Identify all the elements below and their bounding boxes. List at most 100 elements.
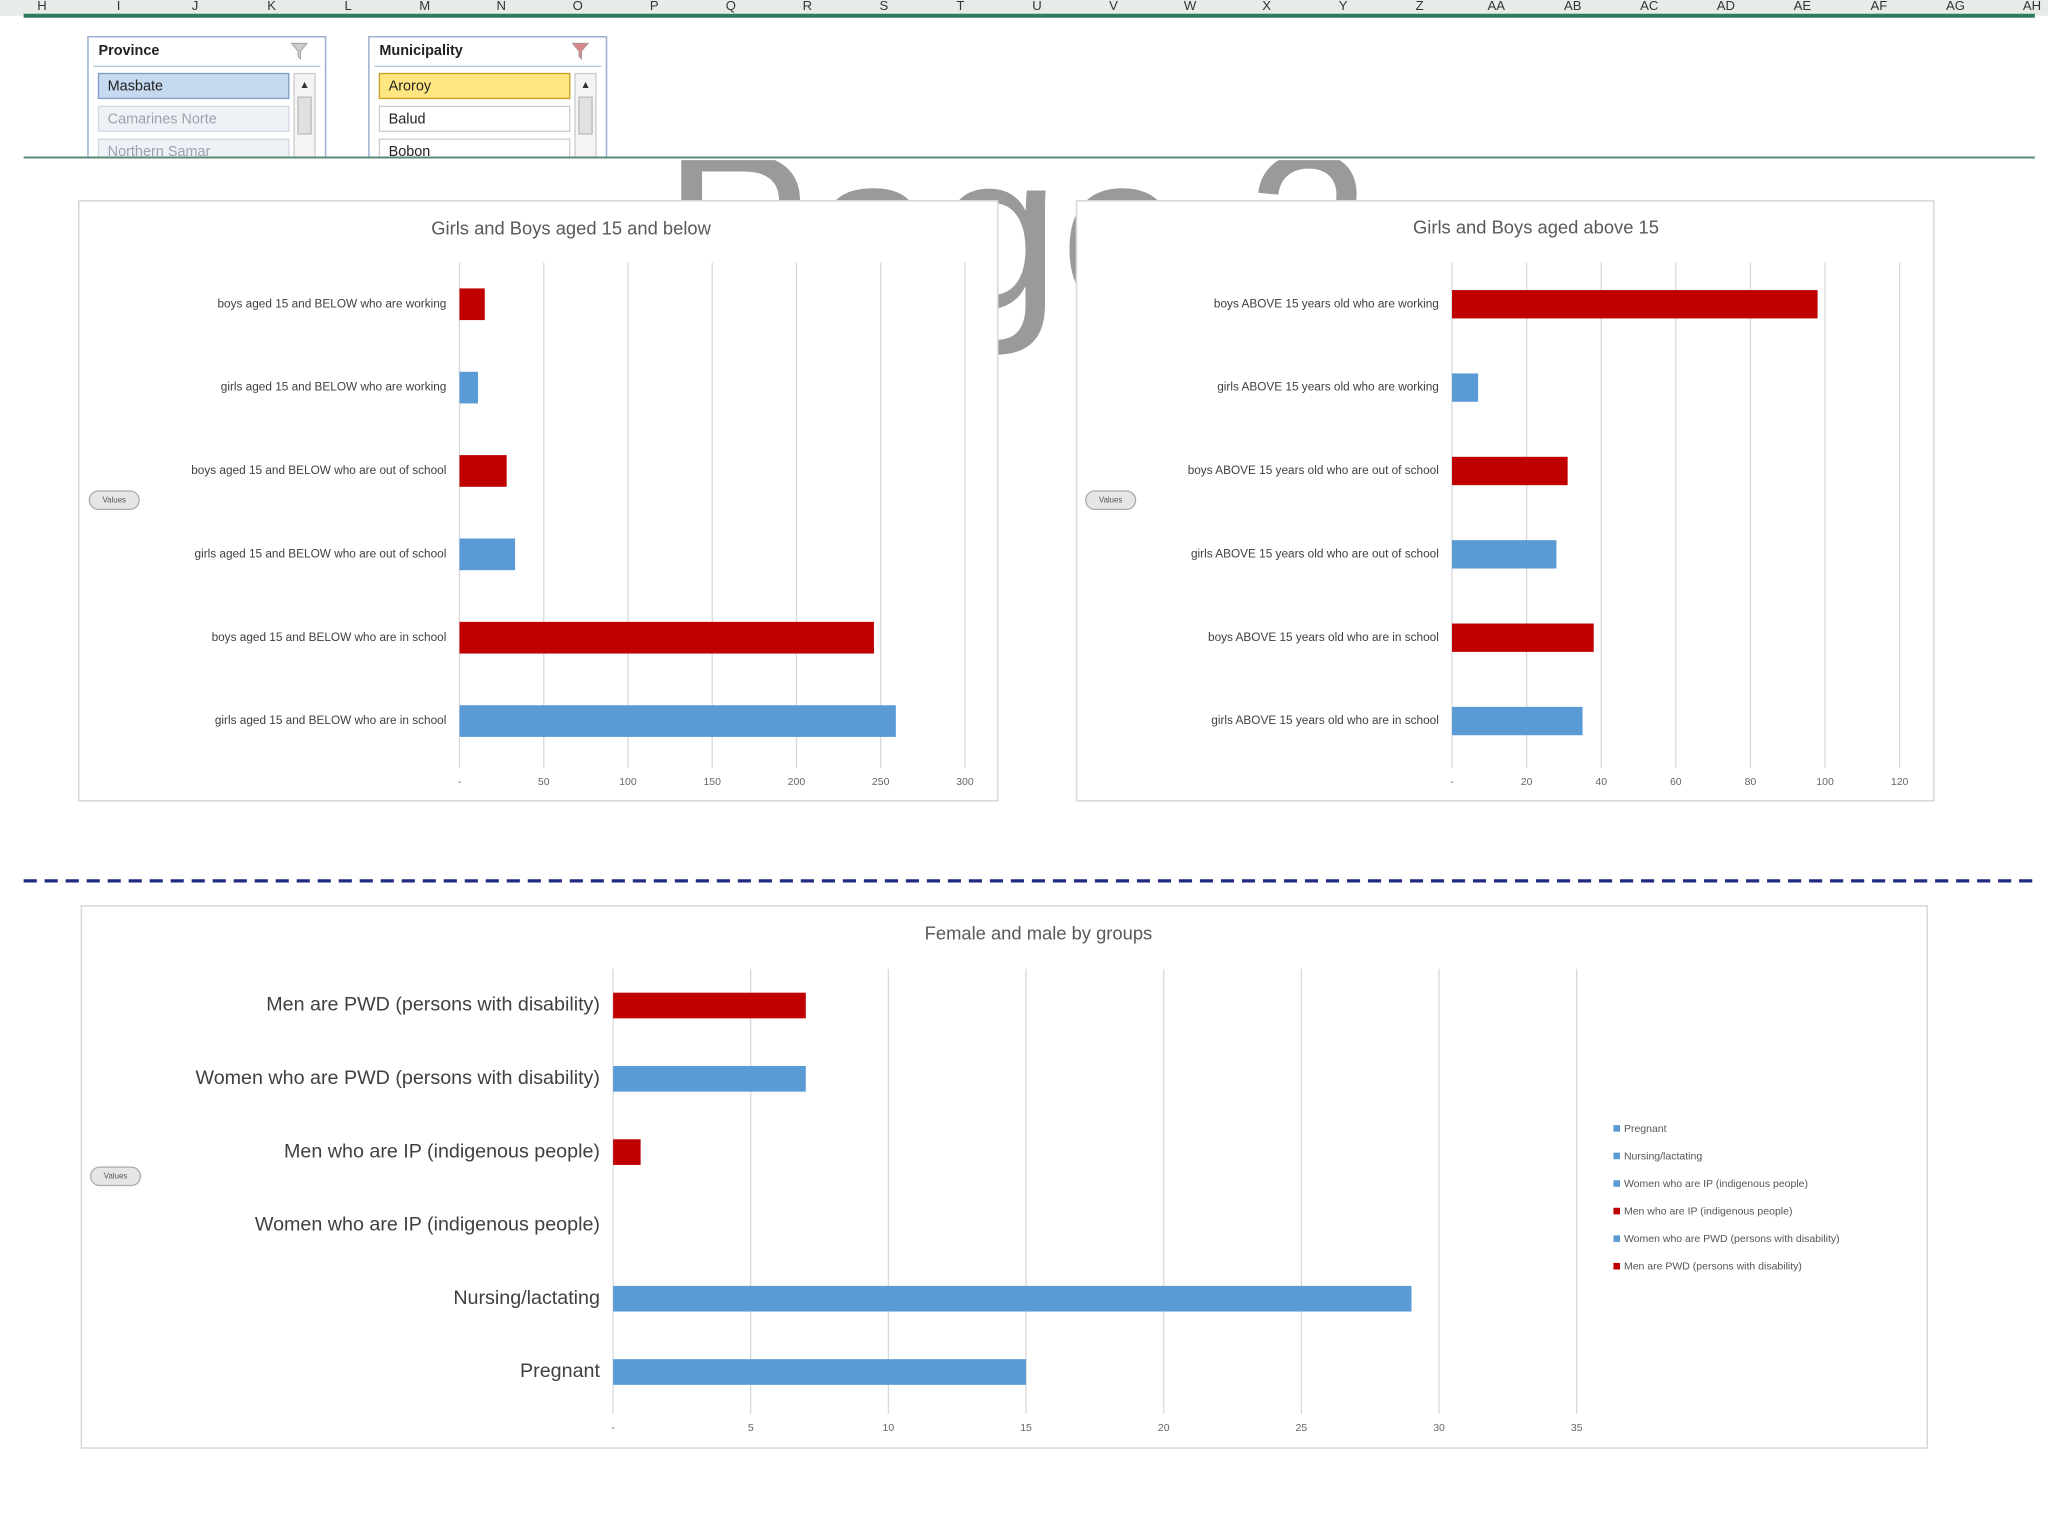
x-tick-label: 20: [1521, 776, 1533, 788]
category-label: girls aged 15 and BELOW who are out of s…: [195, 546, 447, 560]
chart-area: [80, 905, 1929, 1449]
category-label: boys aged 15 and BELOW who are in school: [212, 630, 447, 644]
column-header: S: [880, 0, 889, 13]
scroll-up: ▲: [580, 79, 590, 91]
slicer-item[interactable]: [97, 72, 290, 100]
x-tick-label: 40: [1595, 776, 1607, 788]
legend-swatch: [1613, 1262, 1621, 1270]
scroll-up: ▲: [299, 79, 309, 91]
category-label: boys ABOVE 15 years old who are out of s…: [1188, 463, 1439, 477]
x-tick-label: 15: [1020, 1422, 1032, 1434]
slicer-item-label: Bobon: [389, 144, 431, 160]
slicer: Municipality ▲ Aroroy Balud Bobon: [368, 35, 608, 164]
category-label: Pregnant: [520, 1360, 600, 1382]
bar: [459, 371, 479, 404]
legend-swatch: [1613, 1125, 1621, 1132]
legend-label: Men who are IP (indigenous people): [1624, 1206, 1793, 1218]
legend-label: Nursing/lactating: [1624, 1150, 1702, 1162]
bar: [1451, 623, 1594, 652]
x-tick-label: 10: [883, 1422, 895, 1434]
slicer-header-line: [93, 65, 321, 67]
x-tick-label: 80: [1745, 776, 1757, 788]
slicer-item[interactable]: [97, 138, 290, 164]
column-header: AC: [1640, 0, 1658, 13]
category-label: girls aged 15 and BELOW who are working: [221, 380, 447, 394]
x-tick-label: -: [458, 776, 462, 788]
category-label: boys ABOVE 15 years old who are in schoo…: [1208, 630, 1439, 644]
column-header: AD: [1717, 0, 1735, 13]
column-header: R: [803, 0, 812, 13]
bar: [459, 538, 516, 571]
x-tick-label: 25: [1296, 1422, 1308, 1434]
bar: [613, 1065, 806, 1092]
category-label: Nursing/lactating: [453, 1287, 600, 1309]
column-header: Y: [1339, 0, 1348, 13]
column-header: W: [1184, 0, 1197, 13]
column-header: T: [956, 0, 964, 13]
field-button[interactable]: [1085, 490, 1137, 511]
bar: [613, 1359, 1027, 1385]
category-label: girls ABOVE 15 years old who are working: [1217, 380, 1439, 394]
bar: [459, 455, 507, 487]
category-label: Women who are IP (indigenous people): [255, 1214, 600, 1236]
x-tick-label: 150: [703, 776, 721, 788]
x-tick-label: 250: [872, 776, 890, 788]
chart-area: [77, 200, 999, 802]
category-label: boys aged 15 and BELOW who are working: [217, 296, 446, 310]
bar: [613, 1139, 641, 1165]
column-header: H: [37, 0, 46, 13]
column-header: Z: [1416, 0, 1424, 13]
clear-filter-icon[interactable]: [290, 42, 309, 61]
slicer-item-label: Balud: [389, 111, 426, 127]
slicer-item[interactable]: [378, 105, 571, 132]
slicer-title: Province: [98, 43, 159, 59]
chart: Girls and Boys aged above 15 Values - 20 40 6…: [1075, 200, 1935, 802]
column-header: AE: [1794, 0, 1812, 13]
slicer-header-line: [374, 65, 602, 67]
chart-title: Girls and Boys aged above 15: [1413, 216, 1659, 237]
x-tick-label: 30: [1433, 1422, 1445, 1434]
x-tick-label: -: [611, 1422, 615, 1434]
column-header: O: [573, 0, 583, 13]
column-header: AH: [2023, 0, 2041, 13]
x-tick-label: 100: [1816, 776, 1834, 788]
chart-title: Girls and Boys aged 15 and below: [431, 218, 711, 239]
column-header: Q: [726, 0, 736, 13]
category-label: Women who are PWD (persons with disabili…: [195, 1067, 599, 1089]
bar: [613, 1285, 1412, 1312]
field-button-label: Values: [104, 1171, 128, 1180]
x-tick-label: 60: [1670, 776, 1682, 788]
legend-swatch: [1613, 1235, 1621, 1242]
slicer-item[interactable]: [97, 105, 290, 132]
field-button-label: Values: [1099, 495, 1123, 504]
slicer-item[interactable]: [378, 72, 571, 100]
legend-swatch: [1613, 1207, 1621, 1215]
clear-filter-icon[interactable]: [571, 42, 589, 61]
bar: [459, 621, 874, 654]
slicer-item[interactable]: [378, 138, 571, 164]
legend-label: Women who are PWD (persons with disabili…: [1624, 1233, 1840, 1245]
chart: Female and male by groups Values - 5 10 15 20 2…: [80, 905, 1929, 1449]
column-header: I: [117, 0, 121, 13]
bar: [1451, 706, 1583, 736]
column-header: L: [345, 0, 352, 13]
column-header: AF: [1871, 0, 1888, 13]
field-button[interactable]: [88, 490, 140, 511]
field-button[interactable]: [89, 1166, 142, 1187]
slicer-item-label: Northern Samar: [108, 144, 211, 160]
legend-label: Pregnant: [1624, 1123, 1667, 1135]
legend-swatch: [1613, 1180, 1621, 1187]
legend-swatch: [1613, 1152, 1621, 1160]
column-header: U: [1032, 0, 1041, 13]
category-label: boys ABOVE 15 years old who are working: [1214, 296, 1439, 310]
category-label: girls aged 15 and BELOW who are in schoo…: [215, 713, 446, 727]
x-tick-label: 20: [1158, 1422, 1170, 1434]
slicer-item-label: Masbate: [108, 78, 163, 94]
bar: [459, 288, 485, 321]
scroll-thumb[interactable]: [297, 96, 312, 135]
scroll-thumb[interactable]: [578, 96, 593, 135]
category-label: Men who are IP (indigenous people): [284, 1140, 600, 1162]
slicers: Province ▲ Masbate Camarines Norte Northern …: [87, 35, 608, 164]
column-header: M: [419, 0, 430, 13]
